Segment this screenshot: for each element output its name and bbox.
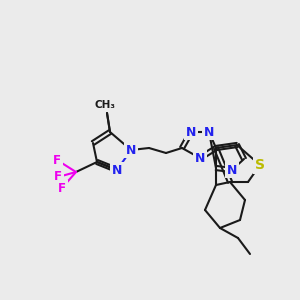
Text: F: F: [53, 154, 61, 166]
Text: N: N: [186, 125, 196, 139]
Text: S: S: [255, 158, 265, 172]
Text: F: F: [54, 170, 62, 184]
Text: CH₃: CH₃: [94, 100, 116, 110]
Text: N: N: [112, 164, 122, 176]
Text: F: F: [58, 182, 66, 194]
Text: N: N: [126, 143, 136, 157]
Text: N: N: [195, 152, 205, 164]
Text: N: N: [204, 125, 214, 139]
Text: N: N: [227, 164, 237, 176]
